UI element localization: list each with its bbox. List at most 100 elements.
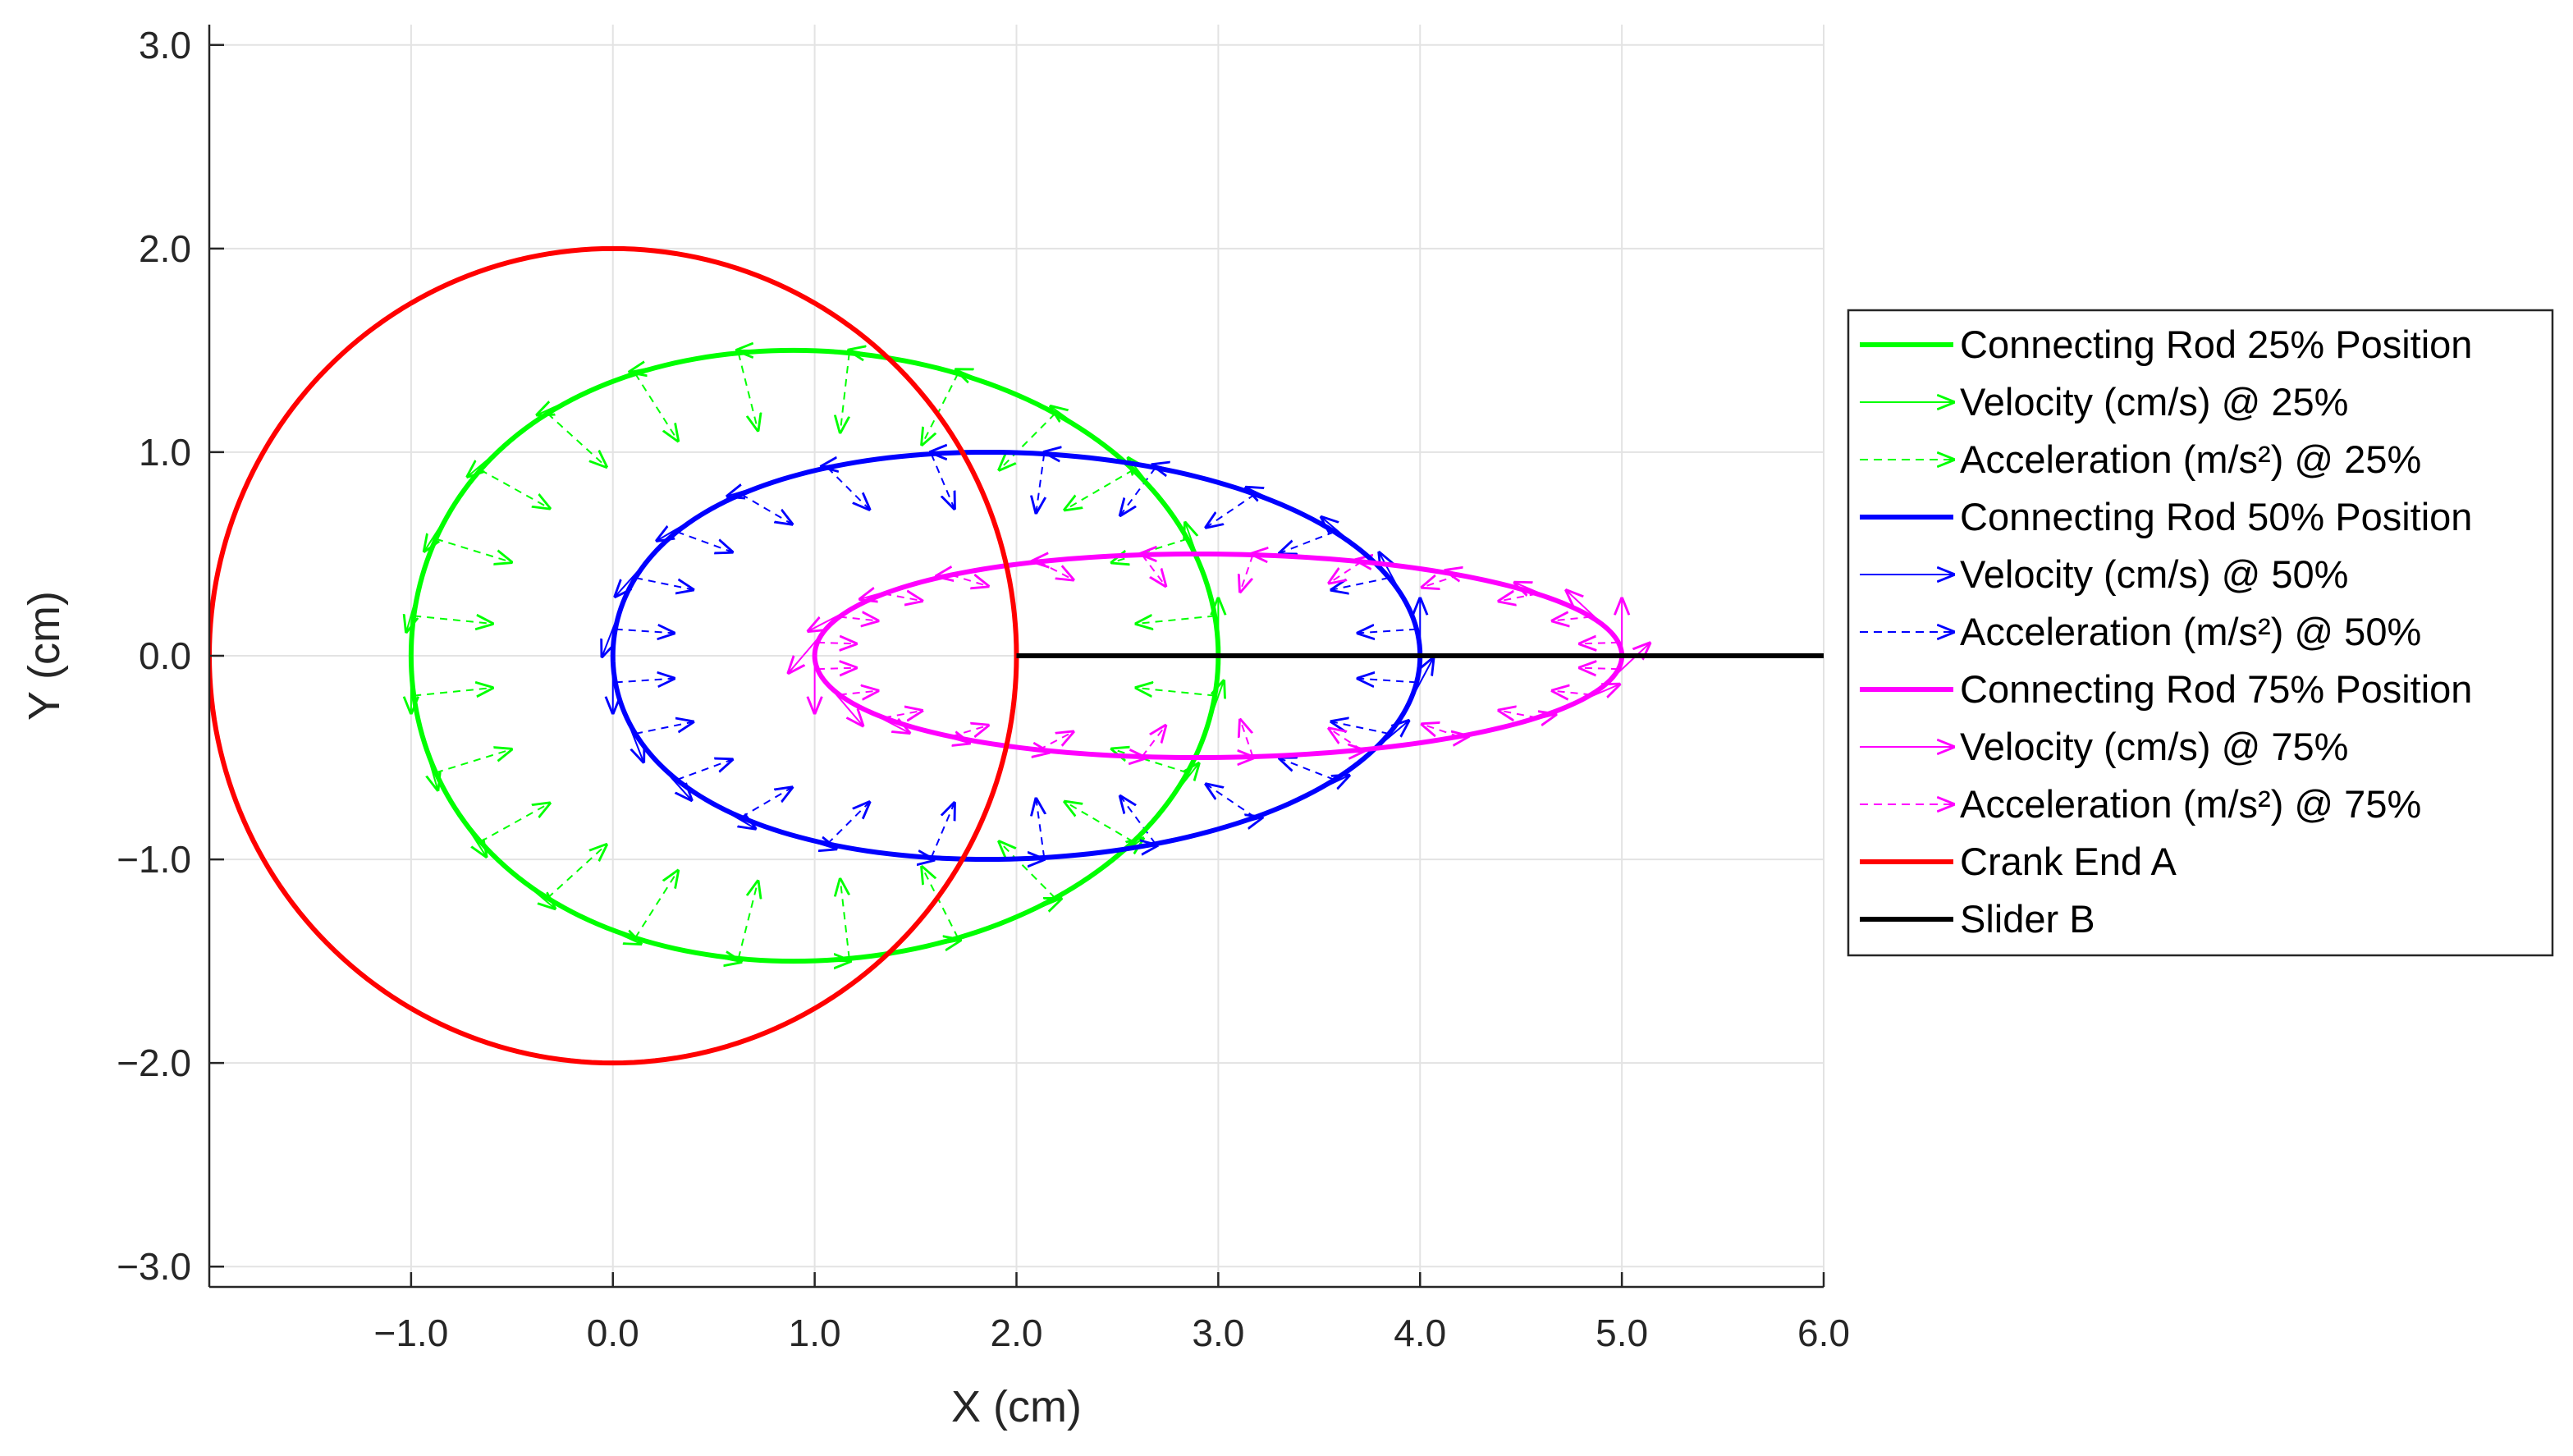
y-tick-label: 1.0 [139,431,191,474]
acceleration-arrow [634,871,678,939]
legend-label: Slider B [1960,897,2095,941]
acceleration-arrow [1422,574,1459,588]
legend-label: Velocity (cm/s) @ 25% [1960,380,2348,424]
acceleration-arrow [922,868,959,939]
acceleration-arrow [1036,799,1044,858]
legend-label: Acceleration (m/s²) @ 75% [1960,782,2421,826]
y-tick-label: −3.0 [117,1245,191,1288]
acceleration-arrow [1553,617,1591,621]
acceleration-arrow [1240,554,1254,592]
acceleration-arrow [676,760,732,781]
acceleration-arrow [930,453,955,508]
acceleration-arrow [737,881,758,959]
acceleration-arrow [1120,467,1156,515]
legend-label: Connecting Rod 50% Position [1960,495,2472,538]
tick-labels: −1.0 0.0 1.0 2.0 3.0 4.0 5.0 6.0 −3.0 −2.0 −1.0 0.0… [117,24,1850,1354]
axes [208,25,1825,1289]
acceleration-arrow [435,749,511,774]
acceleration-arrow [930,804,955,858]
legend: Connecting Rod 25% Position Velocity (cm/… [1847,309,2554,957]
x-tick-label: 6.0 [1797,1312,1850,1354]
x-tick-label: 1.0 [789,1312,841,1354]
acceleration-arrow [1137,616,1216,624]
acceleration-arrow [435,538,511,562]
acceleration-arrow [634,373,678,440]
legend-box [1847,309,2554,957]
legend-label: Crank End A [1960,840,2177,883]
acceleration-arrow [1580,668,1618,670]
legend-label: Velocity (cm/s) @ 50% [1960,552,2348,596]
x-tick-label: 2.0 [991,1312,1043,1354]
y-tick-label: 2.0 [139,227,191,270]
acceleration-arrow [950,575,988,587]
acceleration-arrow [1332,721,1390,735]
acceleration-arrow [1206,785,1256,818]
acceleration-arrow [1065,469,1134,509]
acceleration-arrow [1112,749,1188,774]
y-tick-label: 3.0 [139,24,191,66]
plot-area [209,245,1824,1066]
crank-end-a-path [209,245,1019,1066]
acceleration-arrow [1332,577,1390,590]
x-axis-label: X (cm) [951,1382,1082,1431]
acceleration-arrow [817,643,856,644]
acceleration-arrow [883,593,922,601]
y-axis-label: Y (cm) [20,591,69,721]
acceleration-arrow [740,493,792,524]
y-tick-label: 0.0 [139,634,191,677]
acceleration-arrow [740,788,792,818]
acceleration-arrow [1137,688,1216,696]
acceleration-arrow [1112,538,1188,563]
acceleration-arrow [922,373,959,444]
connecting-rod-path [812,551,1625,761]
acceleration-arrow [479,469,549,508]
legend-label: Connecting Rod 25% Position [1960,323,2472,366]
x-tick-label: 3.0 [1192,1312,1244,1354]
acceleration-arrow [1499,711,1537,718]
vector-field-acceleration [615,453,1417,858]
acceleration-arrow [817,668,856,670]
acceleration-arrow [1499,593,1537,601]
acceleration-arrow [1330,729,1362,751]
acceleration-arrow [676,531,732,552]
acceleration-arrow [1036,453,1044,512]
legend-label: Acceleration (m/s²) @ 50% [1960,610,2421,653]
acceleration-arrow [1330,561,1362,583]
acceleration-arrow [1280,531,1335,553]
acceleration-arrow [615,679,674,683]
acceleration-arrow [1240,720,1254,758]
acceleration-arrow [634,722,693,735]
acceleration-arrow [950,726,988,737]
acceleration-arrow [839,617,877,621]
legend-label: Connecting Rod 75% Position [1960,667,2472,711]
acceleration-arrow [839,691,877,695]
acceleration-arrow [1422,725,1459,738]
acceleration-arrow [1000,413,1056,469]
acceleration-arrow [547,413,606,467]
acceleration-arrow [615,630,674,634]
acceleration-arrow [1120,797,1156,845]
acceleration-arrow [1358,630,1417,634]
acceleration-arrow [826,467,869,510]
acceleration-arrow [883,711,922,718]
acceleration-arrow [634,577,693,589]
acceleration-arrow [1141,726,1165,758]
acceleration-arrow [1206,493,1256,527]
acceleration-arrow [414,688,492,695]
legend-label: Velocity (cm/s) @ 75% [1960,725,2348,768]
acceleration-arrow [414,616,492,623]
y-tick-label: −2.0 [117,1042,191,1084]
acceleration-arrow [1038,561,1073,579]
x-tick-label: −1.0 [373,1312,448,1354]
x-tick-label: 4.0 [1394,1312,1446,1354]
legend-label: Acceleration (m/s²) @ 25% [1960,437,2421,481]
acceleration-arrow [826,803,869,845]
acceleration-arrow [840,880,849,959]
x-tick-label: 5.0 [1596,1312,1648,1354]
acceleration-arrow [547,845,606,899]
x-tick-label: 0.0 [587,1312,639,1354]
acceleration-arrow [1000,842,1056,899]
acceleration-arrow [1580,643,1618,644]
connecting-rod-path [408,347,1221,964]
